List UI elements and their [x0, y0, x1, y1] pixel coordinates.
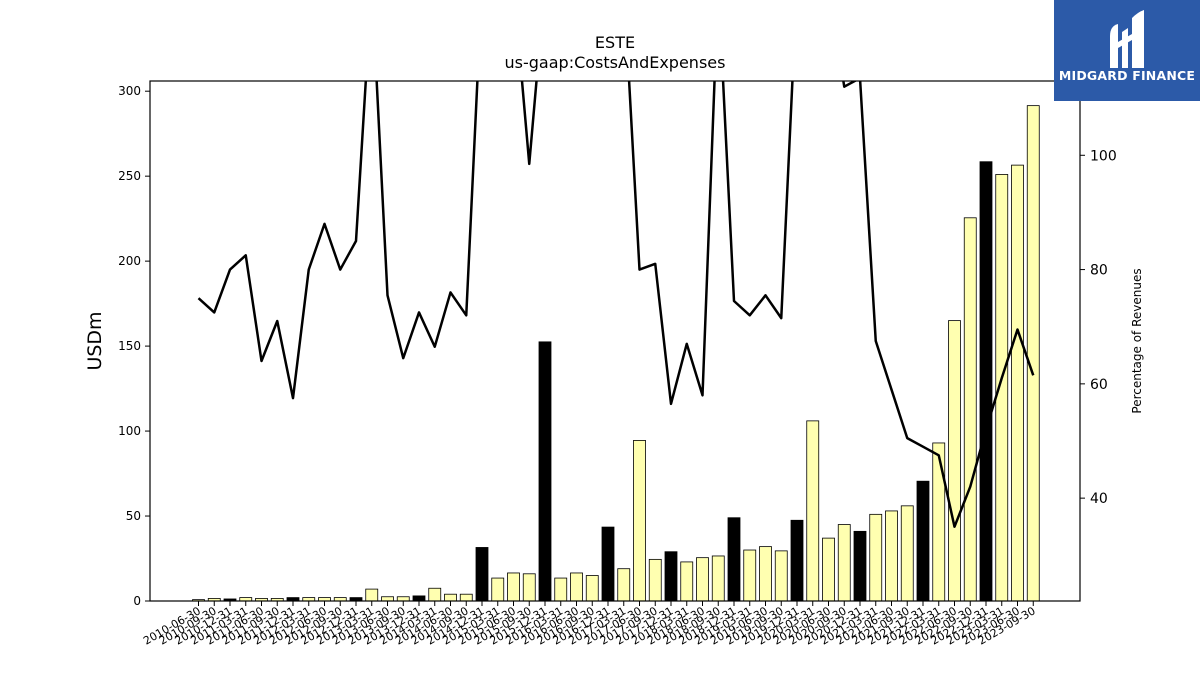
bar — [428, 587, 442, 602]
y-tick-label: 100 — [118, 424, 141, 438]
y-axis-right: 40 60 80 100 — [1080, 148, 1117, 507]
bar — [774, 550, 788, 602]
bar — [916, 480, 930, 602]
y-axis-label-left: USDm — [84, 311, 106, 370]
bar — [491, 577, 505, 602]
y-tick-label: 200 — [118, 254, 141, 268]
chart-title: ESTE — [595, 33, 635, 52]
bar — [837, 524, 851, 602]
bars-layer — [192, 105, 1040, 602]
brand-logo-text: MIDGARD FINANCE — [1058, 68, 1196, 83]
bar — [507, 572, 520, 602]
bar — [963, 217, 977, 602]
bar — [444, 593, 457, 602]
bar — [979, 161, 993, 602]
y-right-tick-label: 60 — [1090, 377, 1108, 393]
bar — [759, 546, 772, 602]
bar — [869, 513, 883, 602]
bar — [885, 510, 898, 602]
bar — [806, 420, 820, 602]
bar — [790, 519, 804, 602]
bar — [822, 537, 835, 602]
bar — [365, 588, 379, 602]
brand-logo-mark-icon — [1110, 10, 1144, 68]
bar — [412, 595, 426, 602]
bar — [711, 555, 725, 602]
bar — [601, 526, 615, 602]
bar — [648, 558, 662, 602]
y-tick-label: 250 — [118, 169, 141, 183]
x-axis: 2010-06-302010-09-302010-12-312011-03-31… — [141, 601, 1038, 648]
y-tick-label: 300 — [118, 84, 141, 98]
y-tick-label: 0 — [133, 594, 141, 608]
bar — [932, 442, 946, 602]
bar — [900, 505, 914, 602]
y-tick-label: 150 — [118, 339, 141, 353]
y-axis-label-right: Percentage of Revenues — [1130, 268, 1144, 413]
y-axis-left: 0 50 100 150 200 250 300 — [118, 84, 150, 608]
chart-subtitle: us-gaap:CostsAndExpenses — [505, 53, 726, 72]
bar — [522, 573, 536, 602]
bar — [570, 572, 583, 602]
bar — [727, 517, 741, 602]
bar — [554, 577, 568, 602]
bar — [459, 593, 473, 602]
y-tick-label: 50 — [126, 509, 141, 523]
bar — [680, 561, 694, 602]
bar — [1011, 164, 1024, 602]
bar — [853, 530, 867, 602]
brand-logo: MIDGARD FINANCE — [1054, 0, 1200, 101]
bar — [538, 341, 552, 602]
bar — [475, 547, 489, 602]
y-right-tick-label: 100 — [1090, 148, 1117, 164]
bar — [585, 575, 599, 602]
bar — [696, 557, 709, 602]
line-layer — [197, 81, 1035, 528]
plot-frame — [149, 80, 1081, 602]
bar — [381, 596, 394, 602]
bar — [1026, 105, 1040, 602]
bar — [396, 596, 410, 602]
bar — [948, 320, 961, 602]
bar — [743, 549, 757, 602]
bar — [664, 551, 678, 602]
y-right-tick-label: 40 — [1090, 491, 1108, 507]
y-right-tick-label: 80 — [1090, 263, 1108, 279]
bar — [633, 440, 646, 602]
bar — [617, 568, 631, 602]
series-line — [197, 81, 1035, 528]
